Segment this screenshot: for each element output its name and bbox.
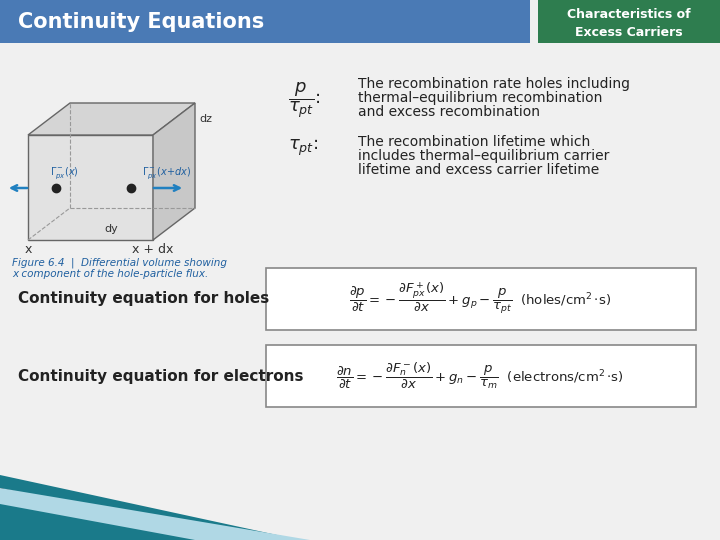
Text: dy: dy	[104, 224, 118, 234]
Polygon shape	[0, 488, 245, 540]
Text: Excess Carriers: Excess Carriers	[575, 26, 683, 39]
FancyBboxPatch shape	[266, 268, 696, 330]
Text: $\dfrac{\partial n}{\partial t} = -\dfrac{\partial F^-_{n}(x)}{\partial x} + g_n: $\dfrac{\partial n}{\partial t} = -\dfra…	[336, 361, 624, 392]
Polygon shape	[28, 103, 195, 135]
Polygon shape	[28, 135, 153, 240]
Text: x: x	[24, 243, 32, 256]
Polygon shape	[153, 103, 195, 240]
Text: Continuity Equations: Continuity Equations	[18, 12, 264, 32]
Text: includes thermal–equilibrium carrier: includes thermal–equilibrium carrier	[358, 149, 609, 163]
Text: lifetime and excess carrier lifetime: lifetime and excess carrier lifetime	[358, 163, 599, 177]
Text: x + dx: x + dx	[132, 243, 174, 256]
FancyBboxPatch shape	[266, 345, 696, 407]
Text: x component of the hole-particle flux.: x component of the hole-particle flux.	[12, 269, 208, 279]
FancyBboxPatch shape	[0, 0, 530, 43]
Text: Figure 6.4  |  Differential volume showing: Figure 6.4 | Differential volume showing	[12, 257, 227, 267]
Text: Continuity equation for holes: Continuity equation for holes	[18, 292, 269, 307]
Text: The recombination lifetime which: The recombination lifetime which	[358, 135, 590, 149]
Text: thermal–equilibrium recombination: thermal–equilibrium recombination	[358, 91, 603, 105]
Text: The recombination rate holes including: The recombination rate holes including	[358, 77, 630, 91]
Text: $\dfrac{p}{\tau_{pt}}$:: $\dfrac{p}{\tau_{pt}}$:	[288, 80, 320, 120]
Text: Continuity equation for electrons: Continuity equation for electrons	[18, 368, 304, 383]
Text: Characteristics of: Characteristics of	[567, 8, 690, 21]
Polygon shape	[0, 475, 300, 540]
Text: and excess recombination: and excess recombination	[358, 105, 540, 119]
FancyBboxPatch shape	[538, 0, 720, 43]
Text: dz: dz	[199, 114, 212, 124]
Polygon shape	[0, 488, 310, 540]
Text: $\Gamma^-_{px}(x)$: $\Gamma^-_{px}(x)$	[50, 165, 78, 181]
Text: $\Gamma^-_{px}(x\!+\!dx)$: $\Gamma^-_{px}(x\!+\!dx)$	[143, 165, 192, 181]
Text: $\dfrac{\partial p}{\partial t} = -\dfrac{\partial F^+_{px}(x)}{\partial x} + g_: $\dfrac{\partial p}{\partial t} = -\dfra…	[349, 281, 611, 317]
Text: $\tau_{pt}$:: $\tau_{pt}$:	[288, 138, 318, 158]
